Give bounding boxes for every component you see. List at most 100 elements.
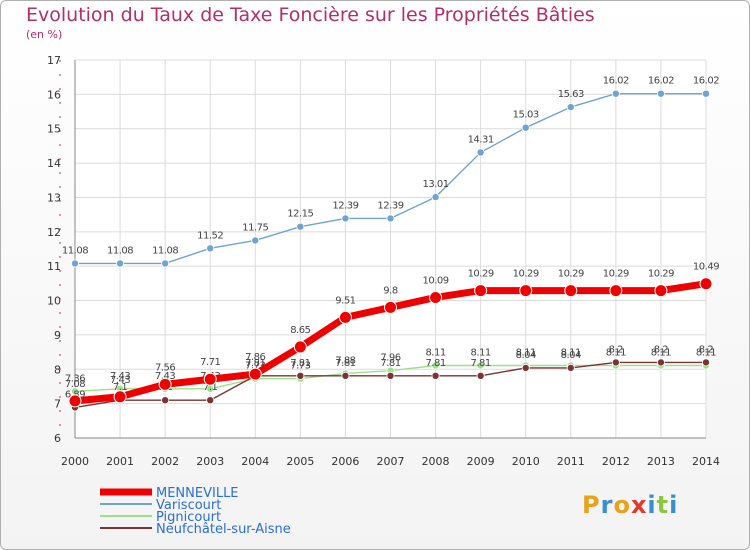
data-label: 7.81 xyxy=(425,358,445,369)
data-label: 12.39 xyxy=(377,200,403,211)
x-tick-label: 2012 xyxy=(602,455,630,468)
data-label: 8.11 xyxy=(425,347,445,358)
data-point xyxy=(476,371,485,380)
y-tick-label: 11 xyxy=(47,260,61,273)
data-point xyxy=(341,371,350,380)
data-point xyxy=(71,259,80,268)
data-point xyxy=(248,367,262,381)
data-label: 12.39 xyxy=(332,200,358,211)
data-label: 7.71 xyxy=(200,357,220,368)
data-label: 10.29 xyxy=(648,269,674,280)
data-label: 7.88 xyxy=(335,355,355,366)
data-label: 11.08 xyxy=(62,245,88,256)
data-label: 8.2 xyxy=(699,344,714,355)
x-tick-label: 2003 xyxy=(196,455,224,468)
data-label: 7.43 xyxy=(155,371,175,382)
data-label: 10.29 xyxy=(603,269,629,280)
data-label: 9.51 xyxy=(335,295,355,306)
data-point xyxy=(386,214,395,223)
legend-label: Variscourt xyxy=(156,498,221,513)
x-tick-label: 2007 xyxy=(377,455,405,468)
y-tick-label: 7 xyxy=(54,398,61,411)
data-point xyxy=(699,277,713,291)
y-tick-label: 12 xyxy=(47,226,61,239)
legend-label: Neufchâtel-sur-Aisne xyxy=(156,522,291,537)
data-point xyxy=(611,89,620,98)
x-tick-label: 2011 xyxy=(557,455,585,468)
x-tick-label: 2014 xyxy=(692,455,720,468)
data-label: 11.75 xyxy=(242,222,268,233)
x-tick-label: 2002 xyxy=(151,455,179,468)
data-point xyxy=(476,361,485,370)
data-label: 11.52 xyxy=(197,230,223,241)
y-tick-label: 8 xyxy=(54,363,61,376)
data-label: 10.29 xyxy=(558,269,584,280)
data-point xyxy=(296,371,305,380)
x-tick-label: 2005 xyxy=(286,455,314,468)
chart-title: Evolution du Taux de Taxe Foncière sur l… xyxy=(26,4,595,26)
data-label: 13.01 xyxy=(423,179,449,190)
legend-label: MENNEVILLE xyxy=(156,486,239,501)
y-tick-label: 9 xyxy=(54,329,61,342)
data-label: 7.08 xyxy=(65,379,85,390)
data-point xyxy=(702,358,711,367)
data-label: 7.43 xyxy=(110,375,130,386)
data-label: 9.8 xyxy=(383,285,398,296)
data-label: 10.49 xyxy=(693,262,719,273)
data-label: 11.08 xyxy=(107,245,133,256)
data-point xyxy=(68,394,82,408)
data-label: 7.81 xyxy=(245,358,265,369)
data-label: 8.11 xyxy=(606,347,626,358)
data-point xyxy=(521,363,530,372)
y-tick-label: 17 xyxy=(47,54,61,67)
data-label: 16.02 xyxy=(603,76,629,87)
x-tick-label: 2008 xyxy=(422,455,450,468)
data-point xyxy=(113,390,127,404)
data-point xyxy=(566,363,575,372)
data-point xyxy=(656,358,665,367)
data-label: 10.09 xyxy=(423,275,449,286)
data-label: 10.29 xyxy=(513,269,539,280)
y-tick-label: 10 xyxy=(47,295,61,308)
data-label: 8.2 xyxy=(609,344,624,355)
data-label: 16.02 xyxy=(648,76,674,87)
data-label: 7.1 xyxy=(113,382,128,393)
data-point xyxy=(203,372,217,386)
data-label: 8.11 xyxy=(471,347,491,358)
x-tick-label: 2010 xyxy=(512,455,540,468)
x-tick-label: 2000 xyxy=(61,455,89,468)
data-point xyxy=(161,259,170,268)
data-label: 15.03 xyxy=(513,110,539,121)
data-point xyxy=(386,371,395,380)
data-label: 8.11 xyxy=(696,347,716,358)
data-point xyxy=(341,214,350,223)
data-label: 8.04 xyxy=(516,350,536,361)
data-label: 8.2 xyxy=(654,344,669,355)
data-point xyxy=(702,89,711,98)
data-label: 7.73 xyxy=(290,361,310,372)
data-label: 10.29 xyxy=(468,269,494,280)
data-point xyxy=(206,396,215,405)
data-point xyxy=(431,193,440,202)
data-point xyxy=(476,148,485,157)
data-label: 7.36 xyxy=(65,373,85,384)
data-label: 16.02 xyxy=(693,76,719,87)
y-tick-label: 13 xyxy=(47,191,61,204)
data-point xyxy=(384,300,397,314)
x-tick-label: 2013 xyxy=(647,455,675,468)
proxiti-logo: Proxiti xyxy=(582,491,679,519)
data-point xyxy=(431,361,440,370)
data-label: 8.65 xyxy=(290,325,310,336)
data-point xyxy=(654,284,668,298)
data-point xyxy=(566,103,575,112)
data-label: 7.86 xyxy=(245,352,265,363)
data-point xyxy=(206,244,215,253)
data-label: 14.31 xyxy=(468,134,494,145)
data-point xyxy=(429,290,443,304)
x-tick-label: 2006 xyxy=(331,455,359,468)
data-point xyxy=(609,284,623,298)
data-point xyxy=(519,284,533,298)
chart-unit: (en %) xyxy=(26,28,63,41)
data-label: 7.43 xyxy=(110,371,130,382)
data-label: 8.11 xyxy=(561,347,581,358)
